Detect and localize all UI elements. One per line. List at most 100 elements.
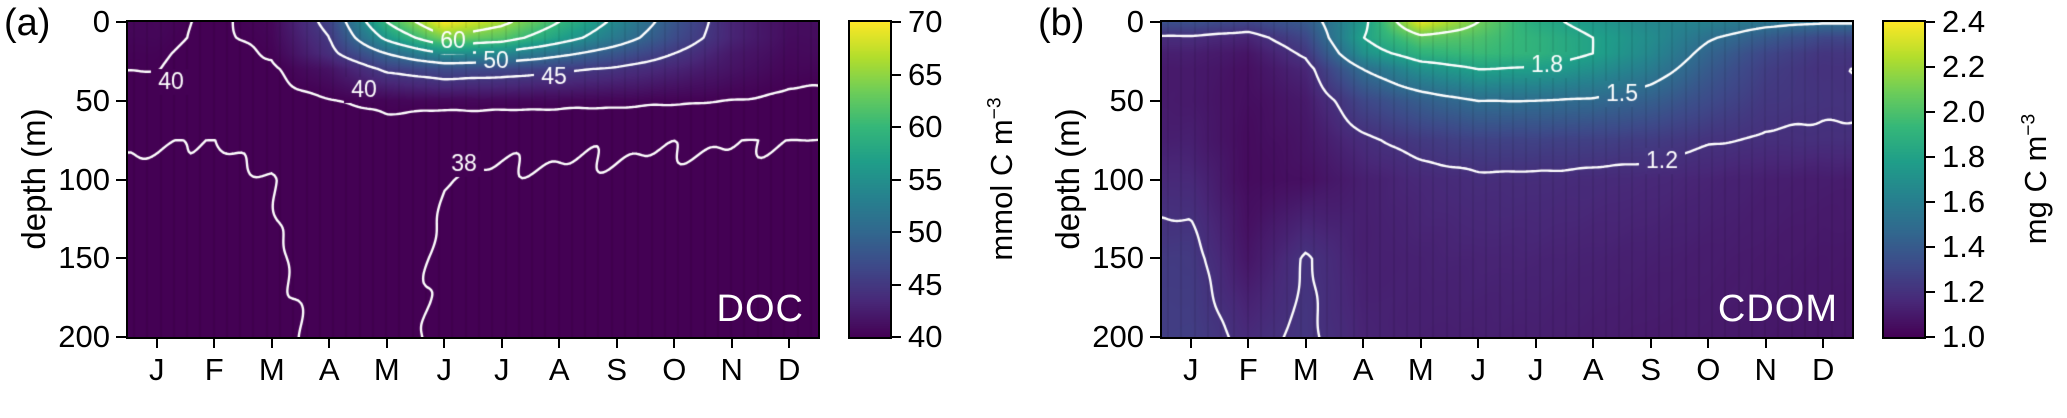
colorbar-tick-label: 1.4: [1942, 229, 1986, 264]
colorbar: [848, 20, 892, 339]
heatmap-canvas: [128, 22, 818, 337]
colorbar-tick-label: 1.2: [1942, 274, 1986, 309]
x-tick: [558, 339, 561, 348]
colorbar-tick: [1926, 66, 1935, 68]
x-tick-label: N: [1754, 352, 1777, 387]
x-tick-label: J: [1470, 352, 1487, 387]
x-tick-label: A: [1352, 352, 1374, 387]
x-tick: [1764, 339, 1767, 348]
colorbar-tick-label: 2.2: [1942, 49, 1986, 84]
colorbar-tick: [1926, 156, 1935, 158]
x-tick: [1649, 339, 1652, 348]
heatmap-canvas: [1162, 22, 1852, 337]
colorbar-tick: [892, 231, 901, 233]
colorbar-unit-base: mg C m: [2018, 135, 2053, 245]
x-tick: [1247, 339, 1250, 348]
colorbar-tick: [1926, 336, 1935, 338]
colorbar-tick-label: 2.0: [1942, 94, 1986, 129]
colorbar-canvas: [1884, 22, 1924, 337]
x-tick-label: D: [778, 352, 801, 387]
x-tick-label: F: [1238, 352, 1258, 387]
y-axis-title: depth (m): [15, 108, 52, 250]
colorbar-unit-exponent: −3: [2018, 113, 2040, 136]
colorbar-unit: mmol C m−3: [984, 97, 1020, 260]
colorbar: [1882, 20, 1926, 339]
x-tick: [1592, 339, 1595, 348]
colorbar-tick: [892, 336, 901, 338]
y-tick-label: 200: [1092, 319, 1144, 354]
colorbar-tick: [892, 126, 901, 128]
x-tick-label: A: [318, 352, 340, 387]
x-tick-label: J: [1528, 352, 1544, 387]
x-tick-label: J: [149, 352, 165, 387]
colorbar-unit-exponent: −3: [984, 97, 1006, 120]
y-tick: [116, 99, 126, 102]
panel-label-a: (a): [4, 2, 51, 44]
colorbar-tick-label: 45: [908, 266, 943, 302]
colorbar-tick-label: 60: [908, 109, 943, 144]
x-tick: [730, 339, 733, 348]
x-tick-label: M: [1407, 352, 1434, 387]
colorbar-tick: [1926, 201, 1935, 203]
y-tick: [116, 336, 126, 338]
plot-area: CDOM: [1160, 20, 1854, 339]
colorbar-tick: [892, 283, 901, 286]
colorbar-canvas: [850, 22, 890, 337]
x-tick-label: N: [720, 352, 743, 387]
colorbar-tick-label: 65: [908, 56, 943, 92]
x-tick-label: J: [436, 352, 453, 387]
x-tick-label: A: [1582, 352, 1604, 387]
x-tick: [500, 339, 503, 348]
x-tick-label: J: [494, 352, 510, 387]
x-tick-label: S: [1640, 352, 1662, 387]
x-tick-label: M: [373, 352, 400, 387]
y-tick: [116, 21, 126, 23]
x-tick: [385, 339, 388, 348]
y-tick: [116, 257, 126, 260]
y-tick: [116, 178, 126, 181]
x-tick-label: D: [1812, 352, 1835, 387]
y-tick: [1150, 21, 1160, 23]
colorbar-tick: [892, 21, 901, 23]
colorbar-unit: mg C m−3: [2018, 114, 2054, 244]
x-tick-label: S: [606, 352, 628, 387]
colorbar-tick-label: 70: [908, 4, 943, 39]
y-tick: [1150, 99, 1160, 102]
colorbar-tick: [892, 178, 901, 181]
plot-area: DOC: [126, 20, 820, 339]
x-tick-label: O: [662, 352, 687, 387]
panel-label-b: (b): [1038, 2, 1085, 44]
x-tick: [1304, 339, 1307, 348]
x-tick: [788, 339, 791, 348]
colorbar-tick: [1926, 291, 1935, 293]
variable-label: DOC: [716, 288, 804, 330]
x-tick: [1477, 339, 1480, 348]
colorbar-tick-label: 2.4: [1942, 4, 1986, 39]
x-tick-label: A: [548, 352, 570, 387]
colorbar-tick-label: 1.6: [1942, 184, 1986, 219]
x-tick-label: M: [258, 352, 285, 387]
colorbar-tick-label: 40: [908, 319, 943, 354]
y-tick: [1150, 336, 1160, 338]
x-tick: [1419, 339, 1422, 348]
x-tick: [270, 339, 273, 348]
colorbar-tick: [1926, 111, 1935, 113]
colorbar-tick-label: 55: [908, 161, 943, 197]
x-tick: [328, 339, 331, 348]
colorbar-unit-base: mmol C m: [984, 119, 1019, 261]
y-tick: [1150, 257, 1160, 260]
y-axis-title: depth (m): [1049, 108, 1086, 250]
x-tick: [1707, 339, 1710, 348]
colorbar-tick: [1926, 21, 1935, 23]
x-tick: [673, 339, 676, 348]
x-tick-label: J: [1183, 352, 1199, 387]
x-tick-label: M: [1292, 352, 1319, 387]
x-tick: [443, 339, 446, 348]
x-tick: [213, 339, 216, 348]
x-tick: [1362, 339, 1365, 348]
x-tick: [1534, 339, 1537, 348]
variable-label: CDOM: [1717, 288, 1838, 330]
